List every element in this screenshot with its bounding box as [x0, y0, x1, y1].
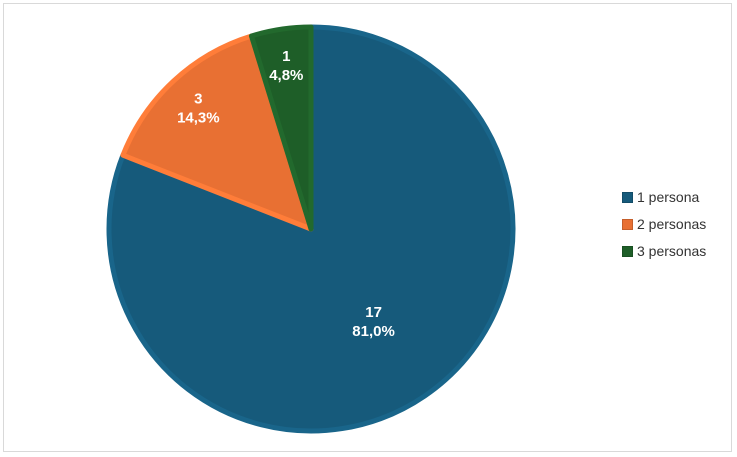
- pie-slice-3: [248, 24, 314, 232]
- legend-item-2: 2 personas: [622, 214, 706, 234]
- slice-percent-label-1: 81,0%: [352, 323, 395, 340]
- slice-value-label-1: 17: [365, 304, 382, 321]
- slice-percent-label-2: 14,3%: [177, 110, 220, 127]
- legend-swatch-1: [622, 191, 633, 203]
- slice-percent-label-3: 4,8%: [269, 67, 303, 84]
- legend-item-3: 3 personas: [622, 241, 706, 261]
- chart-legend: 1 persona 2 personas 3 personas: [622, 187, 706, 268]
- slice-value-label-2: 3: [194, 91, 202, 108]
- legend-swatch-3: [622, 245, 633, 257]
- legend-label-2: 2 personas: [637, 216, 707, 232]
- slice-value-label-3: 1: [282, 48, 290, 65]
- legend-item-1: 1 persona: [622, 187, 706, 207]
- legend-label-3: 3 personas: [637, 243, 707, 259]
- legend-swatch-2: [622, 218, 633, 230]
- legend-label-1: 1 persona: [637, 189, 700, 205]
